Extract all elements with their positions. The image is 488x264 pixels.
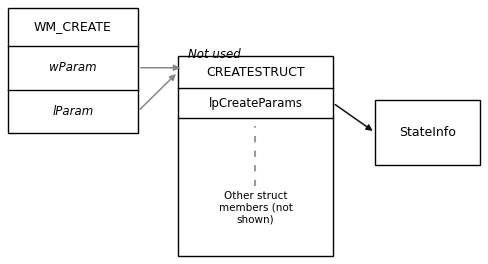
Text: lParam: lParam — [52, 105, 93, 118]
Text: wParam: wParam — [49, 61, 97, 74]
Text: lpCreateParams: lpCreateParams — [208, 97, 302, 110]
FancyBboxPatch shape — [374, 100, 479, 165]
Text: Not used: Not used — [187, 49, 240, 62]
Text: Other struct
members (not
shown): Other struct members (not shown) — [218, 191, 292, 224]
Text: WM_CREATE: WM_CREATE — [34, 21, 112, 34]
FancyBboxPatch shape — [8, 8, 138, 133]
Text: CREATESTRUCT: CREATESTRUCT — [206, 65, 304, 78]
Text: StateInfo: StateInfo — [398, 126, 455, 139]
FancyBboxPatch shape — [178, 56, 332, 256]
